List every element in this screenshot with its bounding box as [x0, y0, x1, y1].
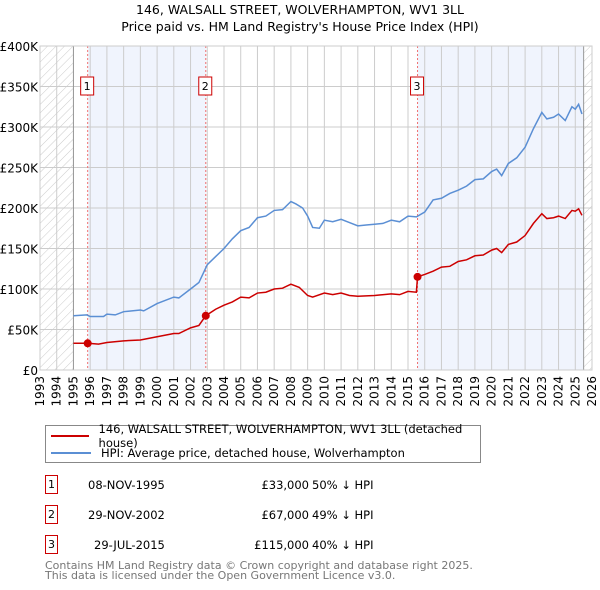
x-tick-label: 2017: [434, 376, 448, 407]
sale-badge: 2: [45, 505, 58, 524]
footer-copyright: Contains HM Land Registry data © Crown c…: [45, 559, 473, 572]
legend-swatch-blue: [51, 452, 91, 454]
y-tick-label: £400K: [0, 40, 39, 54]
y-tick-label: £300K: [0, 121, 39, 135]
y-tick-label: £200K: [0, 202, 39, 216]
x-tick-label: 2018: [451, 376, 465, 407]
x-tick-label: 2014: [384, 376, 398, 407]
sale-row-3: 3 29-JUL-2015 £115,000 40% ↓ HPI: [45, 535, 445, 555]
x-tick-label: 1996: [83, 376, 97, 407]
x-tick-label: 2008: [284, 376, 298, 407]
chart-subtitle: Price paid vs. HM Land Registry's House …: [121, 19, 479, 34]
x-tick-label: 1999: [133, 376, 147, 407]
hpi-line: [73, 102, 583, 318]
sale-price: £33,000: [261, 478, 309, 492]
chart-title: 146, WALSALL STREET, WOLVERHAMPTON, WV1 …: [136, 2, 464, 17]
y-tick-label: £350K: [0, 81, 39, 95]
sale-price: £115,000: [254, 538, 309, 552]
y-tick-label: £100K: [0, 283, 39, 297]
x-tick-label: 2015: [401, 376, 415, 407]
plot-border: [39, 45, 593, 371]
x-tick-label: 2007: [267, 376, 281, 407]
legend-item-hpi: HPI: Average price, detached house, Wolv…: [46, 445, 405, 461]
x-tick-label: 2010: [317, 376, 331, 407]
legend: 146, WALSALL STREET, WOLVERHAMPTON, WV1 …: [45, 422, 481, 463]
sale-point: [201, 311, 210, 320]
x-tick-label: 2026: [585, 376, 599, 407]
x-tick-label: 2005: [234, 376, 248, 407]
x-tick-label: 2011: [334, 376, 348, 407]
y-tick-label: £150K: [0, 243, 39, 257]
sale-label: 1: [84, 80, 91, 93]
price-chart: £0 £50K £100K £150K £200K £250K £300K £350K £400…: [0, 40, 599, 407]
sale-date: 29-JUL-2015: [94, 538, 165, 552]
sale-delta: 49% ↓ HPI: [312, 508, 374, 522]
x-tick-label: 2025: [568, 376, 582, 407]
footer-licence: This data is licensed under the Open Gov…: [45, 569, 396, 582]
sale-label: 2: [202, 80, 209, 93]
sale-badge: 3: [45, 535, 58, 554]
sale-point: [83, 339, 92, 348]
y-tick-label: £0: [23, 364, 38, 378]
legend-item-property: 146, WALSALL STREET, WOLVERHAMPTON, WV1 …: [46, 422, 480, 450]
x-tick-label: 2020: [485, 376, 499, 407]
footer: Contains HM Land Registry data © Crown c…: [45, 559, 473, 582]
x-tick-label: 1994: [50, 376, 64, 407]
x-tick-label: 1995: [66, 376, 80, 407]
sale-date: 08-NOV-1995: [88, 478, 165, 492]
x-tick-label: 2023: [535, 376, 549, 407]
sale-label-box: [198, 76, 213, 96]
legend-label: 146, WALSALL STREET, WOLVERHAMPTON, WV1 …: [98, 422, 463, 450]
x-tick-label: 1997: [100, 376, 114, 407]
price-paid-line: [73, 207, 583, 345]
x-tick-label: 1998: [117, 376, 131, 407]
x-tick-label: 2013: [368, 376, 382, 407]
sale-price: £67,000: [261, 508, 309, 522]
x-tick-label: 1993: [33, 376, 47, 407]
legend-label: HPI: Average price, detached house, Wolv…: [101, 446, 405, 460]
x-tick-label: 2003: [200, 376, 214, 407]
x-tick-label: 2006: [250, 376, 264, 407]
sale-row-2: 2 29-NOV-2002 £67,000 49% ↓ HPI: [45, 505, 445, 525]
x-tick-label: 2022: [518, 376, 532, 407]
x-tick-label: 2001: [167, 376, 181, 407]
sale-label: 3: [414, 80, 421, 93]
x-tick-label: 2000: [150, 376, 164, 407]
x-tick-label: 2019: [468, 376, 482, 407]
y-tick-label: £50K: [7, 324, 39, 338]
x-tick-label: 2021: [501, 376, 515, 407]
x-tick-label: 2012: [351, 376, 365, 407]
sale-point: [413, 272, 422, 281]
sale-label-box: [410, 76, 425, 96]
sale-row-1: 1 08-NOV-1995 £33,000 50% ↓ HPI: [45, 475, 445, 495]
x-tick-label: 2024: [552, 376, 566, 407]
x-tick-label: 2002: [184, 376, 198, 407]
sale-delta: 50% ↓ HPI: [312, 478, 374, 492]
sale-delta: 40% ↓ HPI: [312, 538, 374, 552]
legend-swatch-red: [51, 435, 89, 437]
x-tick-label: 2009: [301, 376, 315, 407]
sale-date: 29-NOV-2002: [88, 508, 165, 522]
x-tick-label: 2004: [217, 376, 231, 407]
x-tick-label: 2016: [418, 376, 432, 407]
y-tick-label: £250K: [0, 162, 39, 176]
sale-label-box: [80, 76, 95, 96]
sale-badge: 1: [45, 475, 58, 494]
